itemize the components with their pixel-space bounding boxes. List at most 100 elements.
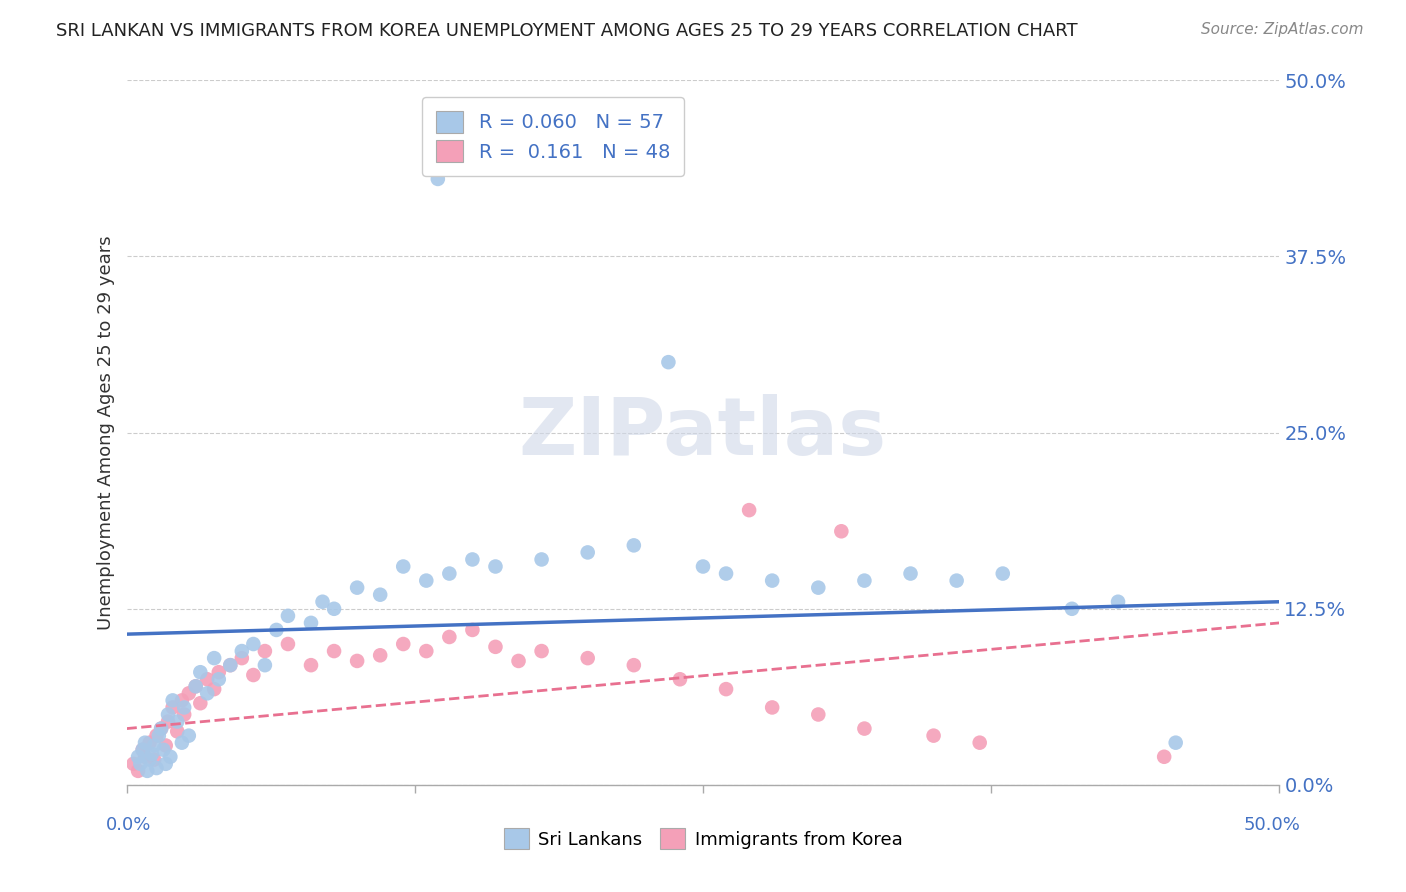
Text: ZIPatlas: ZIPatlas bbox=[519, 393, 887, 472]
Point bbox=[188, 665, 211, 680]
Point bbox=[714, 682, 737, 697]
Point bbox=[208, 673, 231, 687]
Point bbox=[145, 761, 167, 775]
Text: SRI LANKAN VS IMMIGRANTS FROM KOREA UNEMPLOYMENT AMONG AGES 25 TO 29 YEARS CORRE: SRI LANKAN VS IMMIGRANTS FROM KOREA UNEM… bbox=[56, 22, 1078, 40]
Point bbox=[202, 682, 225, 697]
Point bbox=[368, 588, 391, 602]
Point bbox=[127, 749, 149, 764]
Point bbox=[143, 739, 166, 753]
Point bbox=[922, 729, 945, 743]
Point bbox=[484, 559, 506, 574]
Point bbox=[439, 566, 461, 581]
Point bbox=[323, 601, 346, 615]
Point bbox=[969, 736, 991, 750]
Point bbox=[761, 700, 783, 714]
Point bbox=[177, 729, 200, 743]
Point bbox=[266, 623, 288, 637]
Point bbox=[184, 679, 207, 693]
Point bbox=[150, 722, 173, 736]
Point bbox=[657, 355, 679, 369]
Point bbox=[138, 736, 160, 750]
Point bbox=[669, 673, 692, 687]
Text: 50.0%: 50.0% bbox=[1244, 816, 1301, 834]
Point bbox=[170, 736, 193, 750]
Point bbox=[392, 637, 415, 651]
Point bbox=[576, 651, 599, 665]
Point bbox=[148, 729, 170, 743]
Point bbox=[692, 559, 714, 574]
Text: 0.0%: 0.0% bbox=[105, 816, 150, 834]
Point bbox=[170, 693, 193, 707]
Point bbox=[143, 753, 166, 767]
Point bbox=[157, 707, 180, 722]
Point bbox=[945, 574, 967, 588]
Legend: Sri Lankans, Immigrants from Korea: Sri Lankans, Immigrants from Korea bbox=[496, 821, 910, 856]
Point bbox=[461, 552, 484, 566]
Point bbox=[155, 756, 177, 771]
Point bbox=[162, 700, 184, 714]
Point bbox=[277, 637, 299, 651]
Point bbox=[346, 654, 368, 668]
Point bbox=[484, 640, 506, 654]
Point bbox=[299, 658, 322, 673]
Point bbox=[830, 524, 852, 539]
Point bbox=[1153, 749, 1175, 764]
Point bbox=[184, 679, 207, 693]
Point bbox=[1060, 601, 1083, 615]
Point bbox=[623, 538, 645, 552]
Point bbox=[1164, 736, 1187, 750]
Point bbox=[131, 742, 153, 756]
Point bbox=[311, 595, 333, 609]
Point bbox=[150, 722, 173, 736]
Point bbox=[461, 623, 484, 637]
Point bbox=[195, 686, 218, 700]
Point bbox=[122, 756, 145, 771]
Point bbox=[242, 668, 264, 682]
Point bbox=[853, 722, 876, 736]
Point bbox=[415, 574, 437, 588]
Point bbox=[853, 574, 876, 588]
Point bbox=[134, 736, 156, 750]
Point bbox=[253, 658, 276, 673]
Point bbox=[738, 503, 761, 517]
Point bbox=[177, 686, 200, 700]
Point bbox=[166, 714, 188, 729]
Point bbox=[152, 742, 174, 756]
Point bbox=[138, 753, 160, 767]
Point bbox=[157, 714, 180, 729]
Point bbox=[202, 651, 225, 665]
Point bbox=[219, 658, 242, 673]
Point bbox=[136, 764, 159, 778]
Point bbox=[141, 747, 163, 761]
Point bbox=[208, 665, 231, 680]
Point bbox=[134, 749, 156, 764]
Point bbox=[323, 644, 346, 658]
Legend: R = 0.060   N = 57, R =  0.161   N = 48: R = 0.060 N = 57, R = 0.161 N = 48 bbox=[422, 97, 683, 176]
Point bbox=[253, 644, 276, 658]
Point bbox=[530, 644, 553, 658]
Point bbox=[195, 673, 218, 687]
Point bbox=[714, 566, 737, 581]
Point bbox=[415, 644, 437, 658]
Point bbox=[623, 658, 645, 673]
Point bbox=[530, 552, 553, 566]
Point bbox=[761, 574, 783, 588]
Point bbox=[145, 729, 167, 743]
Point bbox=[426, 172, 449, 186]
Point bbox=[392, 559, 415, 574]
Point bbox=[127, 764, 149, 778]
Point bbox=[439, 630, 461, 644]
Point bbox=[173, 707, 195, 722]
Point bbox=[219, 658, 242, 673]
Point bbox=[900, 566, 922, 581]
Point bbox=[231, 651, 253, 665]
Point bbox=[155, 739, 177, 753]
Point bbox=[159, 749, 181, 764]
Point bbox=[368, 648, 391, 663]
Point bbox=[807, 707, 830, 722]
Point bbox=[188, 696, 211, 710]
Point bbox=[508, 654, 530, 668]
Point bbox=[162, 693, 184, 707]
Point bbox=[173, 700, 195, 714]
Point bbox=[242, 637, 264, 651]
